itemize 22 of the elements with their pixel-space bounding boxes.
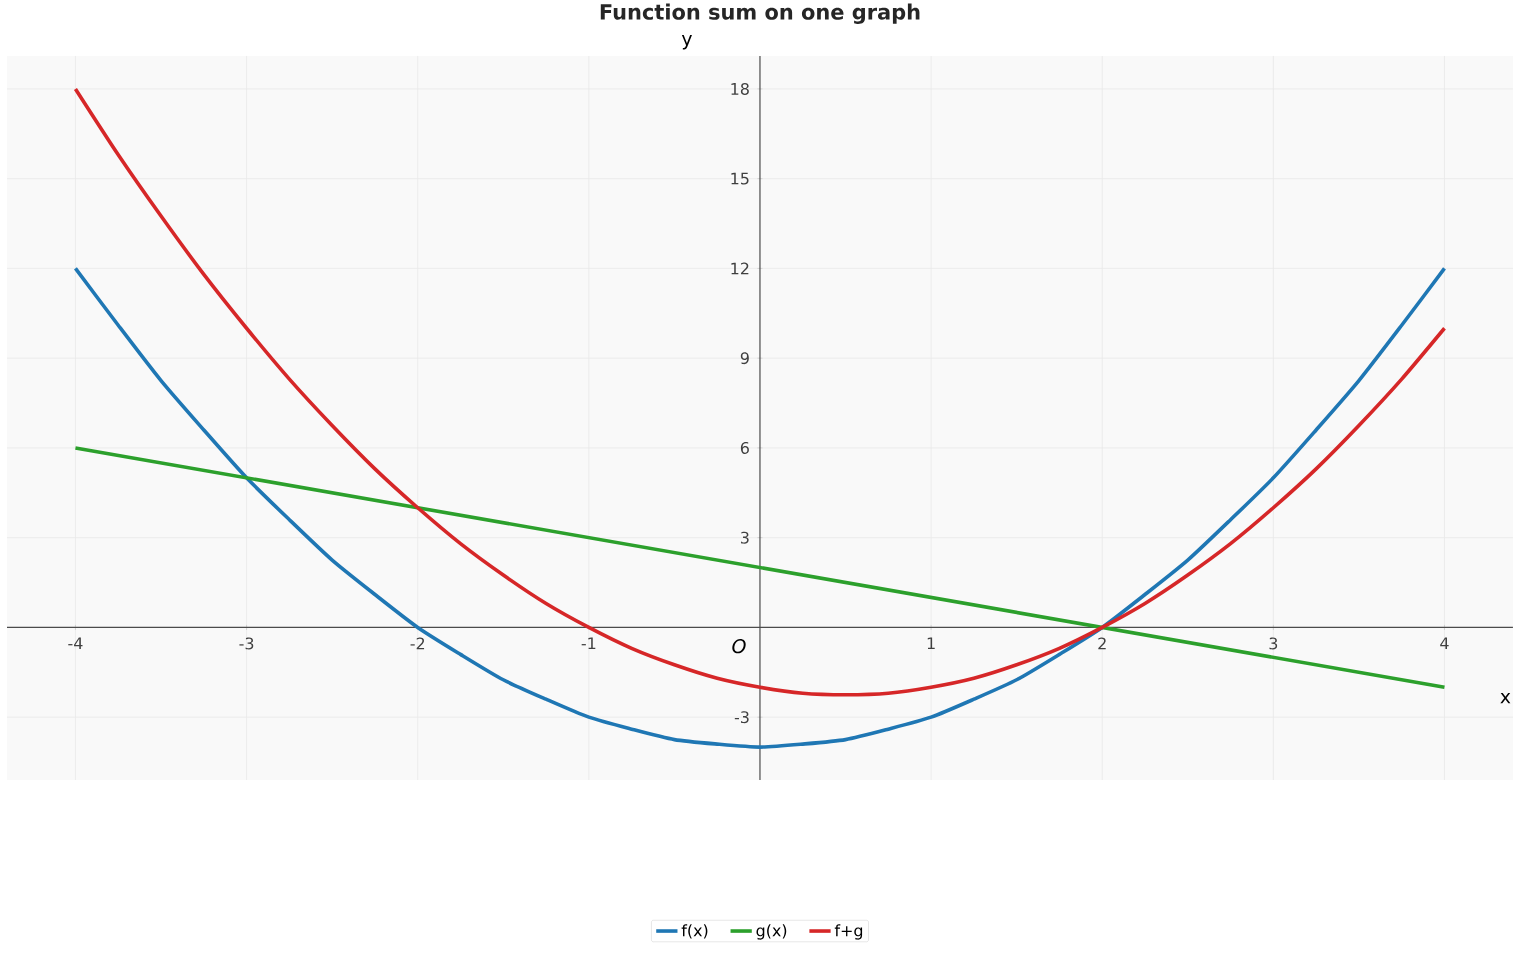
x-tick-label: 2 [1098,637,1106,650]
x-tick-label: 4 [1440,637,1449,650]
y-tick-label: -3 [734,711,749,724]
y-tick-label: 3 [741,531,749,544]
y-tick-label: 15 [731,172,749,185]
legend-label: f+g [834,924,863,940]
x-tick-label: 3 [1269,637,1278,650]
y-axis-title: y [681,35,692,50]
legend-label: g(x) [756,924,787,940]
y-tick-label: 12 [731,262,749,275]
x-tick-label: -1 [581,637,596,650]
y-tick-label: 18 [731,82,749,95]
y-tick-label: 9 [740,352,749,365]
chart-title: Function sum on one graph [600,3,920,25]
x-tick-label: -2 [410,637,425,650]
x-tick-label: -3 [239,637,254,650]
x-tick-label: -4 [68,637,83,650]
legend-label: f(x) [681,924,708,939]
annotation: O [732,639,746,654]
x-axis-title: x [1500,693,1511,704]
y-tick-label: 6 [740,441,749,454]
x-tick-label: 1 [927,637,935,650]
